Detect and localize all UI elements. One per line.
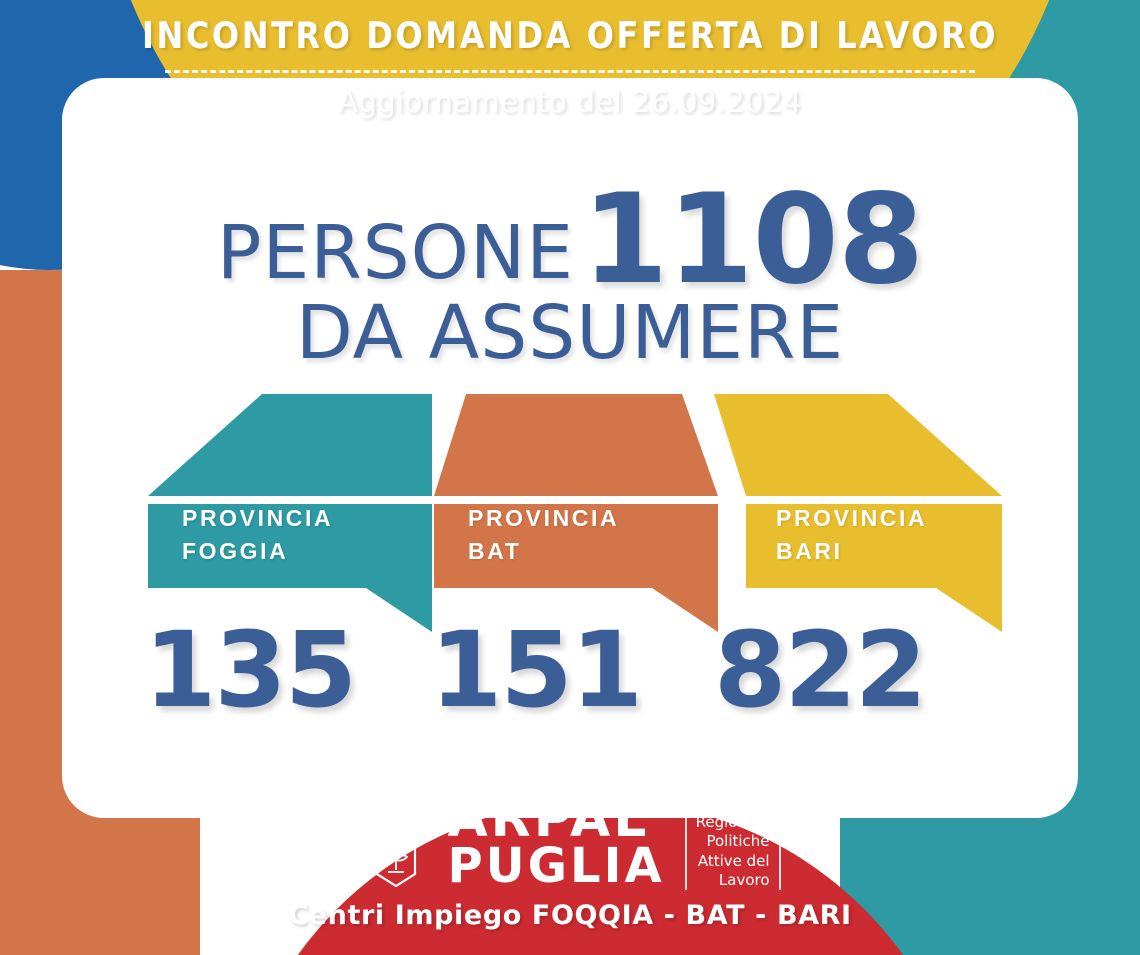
banner-body-shape: [434, 504, 718, 632]
agency-line-2: Regionale: [695, 813, 770, 832]
footer-tagline: Centri Impiego FOQQIA - BAT - BARI: [288, 900, 852, 931]
banner-roof-shape: [434, 394, 718, 496]
province-banner-foggia[interactable]: PROVINCIA FOGGIA: [144, 392, 432, 632]
province-banner-bat[interactable]: PROVINCIA BAT: [430, 392, 718, 632]
update-date: Aggiornamento del 26.09.2024: [338, 85, 802, 119]
province-banner-bari[interactable]: PROVINCIA BARI: [714, 392, 1002, 632]
poster-kicker: INCONTRO DOMANDA OFFERTA DI LAVORO: [141, 13, 999, 57]
arpal-logo: ARPAL PUGLIA Agenzia Regionale Politiche…: [0, 790, 1140, 900]
agency-descriptor: Agenzia Regionale Politiche Attive del L…: [684, 794, 781, 890]
headline-row-bottom: DA ASSUMERE: [295, 290, 845, 376]
headline-row-top: PERSONE 1108: [62, 178, 1078, 302]
headline-block: PERSONE 1108 DA ASSUMERE: [62, 178, 1078, 370]
agency-line-1: Agenzia: [709, 794, 770, 813]
agency-line-4: Attive del: [697, 851, 770, 870]
province-banner-group: PROVINCIA FOGGIA PROVINCIA BAT PROVINCIA…: [62, 392, 1078, 632]
header: INCONTRO DOMANDA OFFERTA DI LAVORO Aggio…: [0, 0, 1140, 119]
puglia-crest-icon: [359, 790, 433, 894]
wordmark-puglia: PUGLIA: [447, 837, 665, 894]
arpal-wordmark: ARPAL PUGLIA: [447, 789, 665, 894]
header-divider: [165, 70, 975, 73]
province-count-group: 135 151 822: [62, 618, 1078, 738]
banner-roof-shape: [148, 394, 432, 496]
wordmark-arpal: ARPAL: [447, 789, 650, 849]
banner-body-shape: [148, 504, 432, 632]
total-hires-number: 1108: [582, 168, 924, 312]
province-count-bat: 151: [430, 609, 643, 731]
agency-line-5: Lavoro: [718, 870, 770, 889]
banner-body-shape: [746, 504, 1002, 632]
province-count-foggia: 135: [144, 609, 357, 731]
banner-roof-shape: [714, 394, 1002, 496]
agency-line-3: Politiche: [706, 832, 770, 851]
province-count-bari: 822: [714, 609, 927, 731]
headline-word-persone: PERSONE: [216, 210, 574, 296]
footer: ARPAL PUGLIA Agenzia Regionale Politiche…: [0, 790, 1140, 955]
